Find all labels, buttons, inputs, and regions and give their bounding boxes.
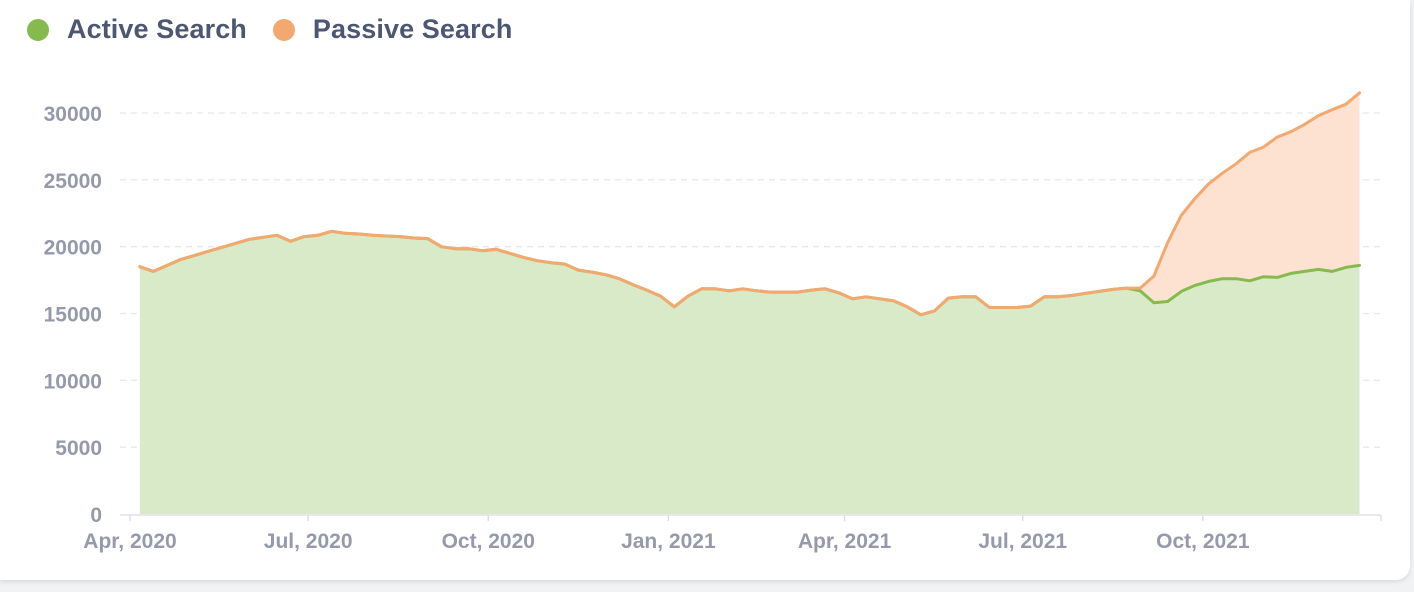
y-tick-label: 10000 [44, 370, 102, 393]
x-tick-label: Jan, 2021 [621, 530, 716, 553]
x-tick-label: Jul, 2021 [978, 530, 1067, 553]
legend-label-passive: Passive Search [312, 14, 513, 44]
y-tick-label: 20000 [44, 237, 102, 260]
x-tick-label: Jul, 2020 [264, 530, 353, 553]
legend-dot-passive-icon [272, 18, 295, 41]
y-tick-label: 30000 [44, 103, 102, 126]
stacked-area-chart: Apr, 2020 Jul, 2020 Oct, 2020 Jan, 2021 Apr,… [44, 91, 1382, 553]
active-search-area [139, 231, 1360, 515]
x-tick-label: Oct, 2021 [1156, 530, 1250, 553]
legend-item-active-search[interactable]: Active Search [27, 14, 247, 45]
y-tick-label: 5000 [55, 437, 102, 460]
y-tick-label: 0 [90, 504, 102, 527]
series-lines [138, 91, 1361, 317]
chart-legend: Active Search Passive Search [27, 14, 538, 45]
legend-item-passive-search[interactable]: Passive Search [272, 14, 513, 45]
x-tick-label: Oct, 2020 [442, 530, 535, 553]
x-tick-label: Apr, 2021 [798, 530, 892, 553]
series-areas [139, 92, 1360, 515]
x-tick-label: Apr, 2020 [83, 530, 176, 553]
chart-card: Active Search Passive Search Apr, 2020 Ju… [0, 0, 1410, 580]
y-tick-label: 25000 [44, 170, 102, 193]
x-axis: Apr, 2020 Jul, 2020 Oct, 2020 Jan, 2021 Apr,… [83, 514, 1382, 553]
passive-search-line [138, 91, 1361, 317]
legend-dot-active-icon [27, 18, 49, 41]
y-tick-label: 15000 [44, 304, 102, 327]
legend-label-active: Active Search [67, 14, 247, 44]
y-axis: 0 5000 10000 15000 20000 25000 30000 [44, 103, 102, 527]
